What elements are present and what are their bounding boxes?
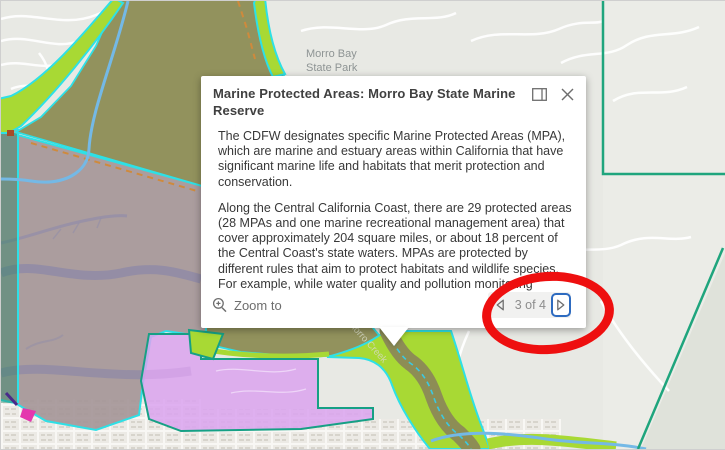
map-creek-upper [1, 1, 130, 184]
map-green-strip-east [252, 1, 287, 79]
next-feature-button[interactable] [551, 293, 571, 317]
zoom-to-label: Zoom to [234, 297, 282, 313]
map-creek-lower [430, 431, 647, 449]
map-zone-teal-strip [1, 129, 18, 403]
next-arrow-icon [557, 299, 565, 311]
popup-paragraph-2: Along the Central California Coast, ther… [218, 200, 572, 291]
previous-feature-button[interactable] [488, 292, 512, 318]
popup-title: Marine Protected Areas: Morro Bay State … [213, 86, 516, 118]
popup-paragraph-1: The CDFW designates specific Marine Prot… [218, 129, 566, 189]
map-green-quad [187, 328, 225, 361]
dock-icon [531, 87, 547, 101]
map-label-park-line2: State Park [306, 62, 358, 74]
map-tick-brown [7, 130, 14, 136]
feature-pager: 3 of 4 [487, 292, 571, 318]
map-violet-streets [215, 368, 307, 394]
map-creek-dashed [387, 332, 472, 449]
zoom-to-icon [212, 297, 227, 313]
map-patch-magenta [20, 408, 36, 422]
popup-body[interactable]: The CDFW designates specific Marine Prot… [218, 129, 572, 293]
map-boundary-line [601, 1, 725, 449]
popup-footer: Zoom to 3 of 4 [201, 288, 586, 328]
dock-button[interactable] [530, 85, 548, 103]
popup-header-actions [530, 85, 576, 103]
map-green-strip-west [1, 1, 125, 134]
pager-label: 3 of 4 [514, 298, 546, 312]
close-button[interactable] [558, 85, 576, 103]
popup-header: Marine Protected Areas: Morro Bay State … [201, 76, 586, 119]
map-label-park-line1: Morro Bay [306, 48, 357, 60]
zoom-to-button[interactable]: Zoom to [212, 297, 282, 313]
map-sliver-indigo [4, 391, 19, 407]
feature-popup: Marine Protected Areas: Morro Bay State … [201, 76, 586, 328]
popup-callout-arrow [379, 327, 409, 346]
map-region-bottom-right [641, 253, 725, 449]
previous-arrow-icon [496, 299, 504, 311]
close-icon [561, 88, 573, 100]
